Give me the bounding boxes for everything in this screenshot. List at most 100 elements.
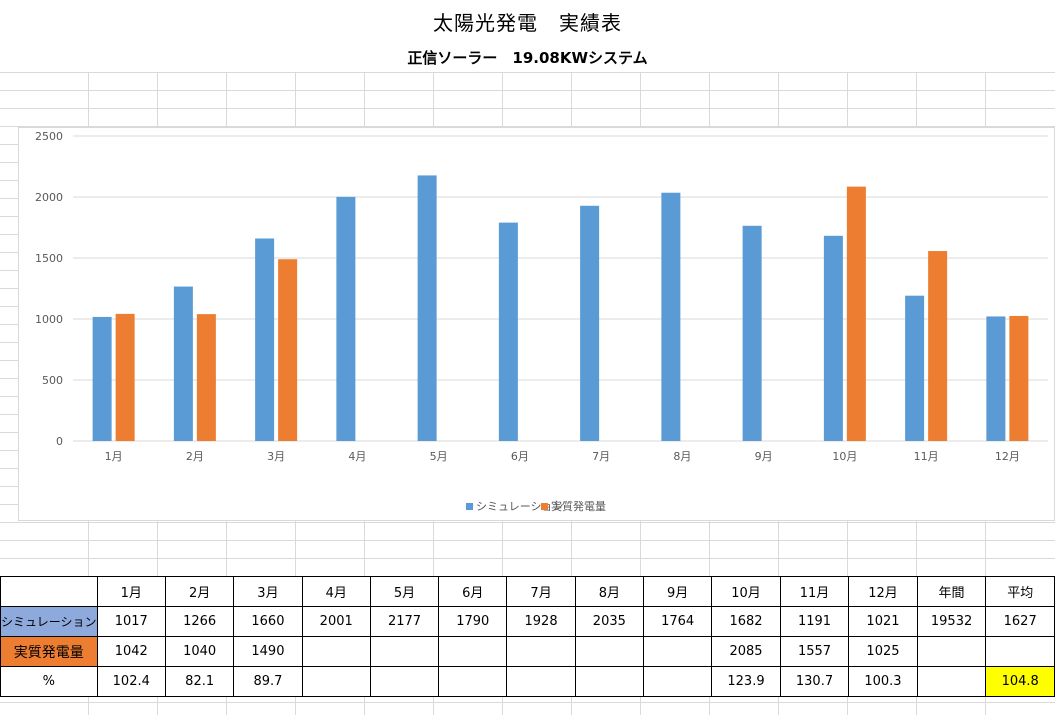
table-cell[interactable]: 2035: [574, 606, 644, 637]
table-cell[interactable]: 1040: [165, 636, 235, 667]
table-header-cell[interactable]: 3月: [233, 576, 303, 607]
table-header-cell[interactable]: 6月: [438, 576, 508, 607]
table-cell[interactable]: [506, 666, 576, 697]
table-cell[interactable]: 2177: [369, 606, 440, 637]
table-header-cell[interactable]: 7月: [506, 576, 576, 607]
table-cell[interactable]: [985, 636, 1055, 667]
table-cell[interactable]: 1557: [779, 636, 850, 667]
table-cell[interactable]: [438, 666, 508, 697]
table-cell[interactable]: 1627: [985, 606, 1055, 637]
table-cell[interactable]: 102.4: [96, 666, 167, 697]
table-cell[interactable]: [369, 666, 440, 697]
bar-simulation[interactable]: [336, 196, 356, 441]
bar-simulation[interactable]: [986, 316, 1006, 441]
table-cell[interactable]: 1928: [506, 606, 576, 637]
bar-simulation[interactable]: [173, 286, 193, 441]
table-cell[interactable]: [642, 666, 713, 697]
table-header-cell[interactable]: 2月: [165, 576, 235, 607]
bar-simulation[interactable]: [661, 192, 681, 441]
table-row-simulation: シミュレーション 1017 1266 1660 2001 2177 1790 1928 2035…: [0, 606, 1055, 637]
x-tick-label: 2月: [186, 450, 204, 463]
bar-chart[interactable]: 0 500 1000 1500 2000 2500 1月 2月 3月 4月 5月 6月 7月 8月 9月 10…: [18, 127, 1055, 521]
bar-simulation[interactable]: [498, 222, 518, 441]
table-header-row: 1月 2月 3月 4月 5月 6月 7月 8月 9月 10月 11月 12月 年間 平均: [0, 576, 1055, 607]
table-cell[interactable]: 82.1: [165, 666, 235, 697]
x-tick-label: 11月: [914, 450, 939, 463]
table-cell[interactable]: [506, 636, 576, 667]
table-cell[interactable]: [574, 636, 644, 667]
table-cell[interactable]: 1490: [233, 636, 303, 667]
table-cell[interactable]: [438, 636, 508, 667]
x-tick-label: 3月: [267, 450, 285, 463]
table-corner-cell[interactable]: [0, 576, 98, 607]
table-cell[interactable]: [574, 666, 644, 697]
table-cell[interactable]: 19532: [916, 606, 987, 637]
table-header-cell[interactable]: 平均: [985, 576, 1055, 607]
table-row-actual: 実質発電量 1042 1040 1490 2085 1557 1025: [0, 636, 1055, 667]
table-header-cell[interactable]: 5月: [369, 576, 440, 607]
table-cell[interactable]: 2085: [711, 636, 781, 667]
bar-actual[interactable]: [278, 259, 298, 441]
x-tick-label: 4月: [348, 450, 366, 463]
bar-actual[interactable]: [115, 313, 135, 441]
bar-simulation[interactable]: [255, 238, 275, 441]
table-header-cell[interactable]: 4月: [301, 576, 371, 607]
table-cell[interactable]: 1764: [642, 606, 713, 637]
sheet-title-row: 太陽光発電 実績表: [0, 0, 1055, 43]
table-cell[interactable]: 1191: [779, 606, 850, 637]
table-header-cell[interactable]: 9月: [642, 576, 713, 607]
y-tick-label: 0: [56, 435, 63, 448]
table-cell[interactable]: [642, 636, 713, 667]
table-row-label[interactable]: シミュレーション: [0, 606, 98, 637]
table-cell[interactable]: 89.7: [233, 666, 303, 697]
bar-simulation[interactable]: [905, 295, 925, 441]
table-cell[interactable]: 1682: [711, 606, 781, 637]
y-tick-label: 500: [42, 374, 63, 387]
page-subtitle: 正信ソーラー 19.08KWシステム: [407, 48, 648, 67]
table-header-cell[interactable]: 年間: [916, 576, 987, 607]
legend-swatch: [541, 503, 548, 510]
table-cell[interactable]: 1042: [96, 636, 167, 667]
table-cell[interactable]: [369, 636, 440, 667]
table-row-label[interactable]: 実質発電量: [0, 636, 98, 667]
table-cell[interactable]: 123.9: [711, 666, 781, 697]
table-cell[interactable]: [301, 636, 371, 667]
table-cell[interactable]: 1266: [165, 606, 235, 637]
table-header-cell[interactable]: 12月: [848, 576, 918, 607]
bar-actual[interactable]: [846, 186, 866, 441]
bar-simulation[interactable]: [92, 316, 112, 441]
table-cell[interactable]: 1660: [233, 606, 303, 637]
sheet-subtitle-row: 正信ソーラー 19.08KWシステム: [0, 42, 1055, 73]
table-header-cell[interactable]: 1月: [96, 576, 167, 607]
table-cell[interactable]: 104.8: [985, 666, 1055, 697]
table-cell[interactable]: [916, 636, 987, 667]
x-tick-label: 12月: [995, 450, 1020, 463]
x-tick-label: 7月: [592, 450, 610, 463]
x-tick-label: 1月: [105, 450, 123, 463]
bar-simulation[interactable]: [742, 225, 762, 441]
table-cell[interactable]: 1017: [96, 606, 167, 637]
page-title: 太陽光発電 実績表: [433, 10, 622, 35]
table-header-cell[interactable]: 8月: [574, 576, 644, 607]
y-tick-label: 2500: [35, 130, 63, 143]
table-cell[interactable]: 1021: [848, 606, 918, 637]
bar-actual[interactable]: [196, 314, 216, 441]
table-cell[interactable]: 130.7: [779, 666, 850, 697]
table-cell[interactable]: 100.3: [848, 666, 918, 697]
bar-actual[interactable]: [1009, 315, 1029, 441]
table-header-cell[interactable]: 10月: [711, 576, 781, 607]
bar-simulation[interactable]: [417, 175, 437, 441]
table-cell[interactable]: [916, 666, 987, 697]
table-header-cell[interactable]: 11月: [779, 576, 850, 607]
table-cell[interactable]: 1025: [848, 636, 918, 667]
y-tick-label: 1500: [35, 252, 63, 265]
y-tick-label: 2000: [35, 191, 63, 204]
table-cell[interactable]: [301, 666, 371, 697]
bar-simulation[interactable]: [823, 235, 843, 441]
bar-actual[interactable]: [928, 251, 948, 441]
bar-simulation[interactable]: [580, 205, 600, 441]
table-row-label[interactable]: %: [0, 666, 98, 697]
legend-label[interactable]: 実質発電量: [551, 499, 606, 513]
table-cell[interactable]: 1790: [438, 606, 508, 637]
table-cell[interactable]: 2001: [301, 606, 371, 637]
